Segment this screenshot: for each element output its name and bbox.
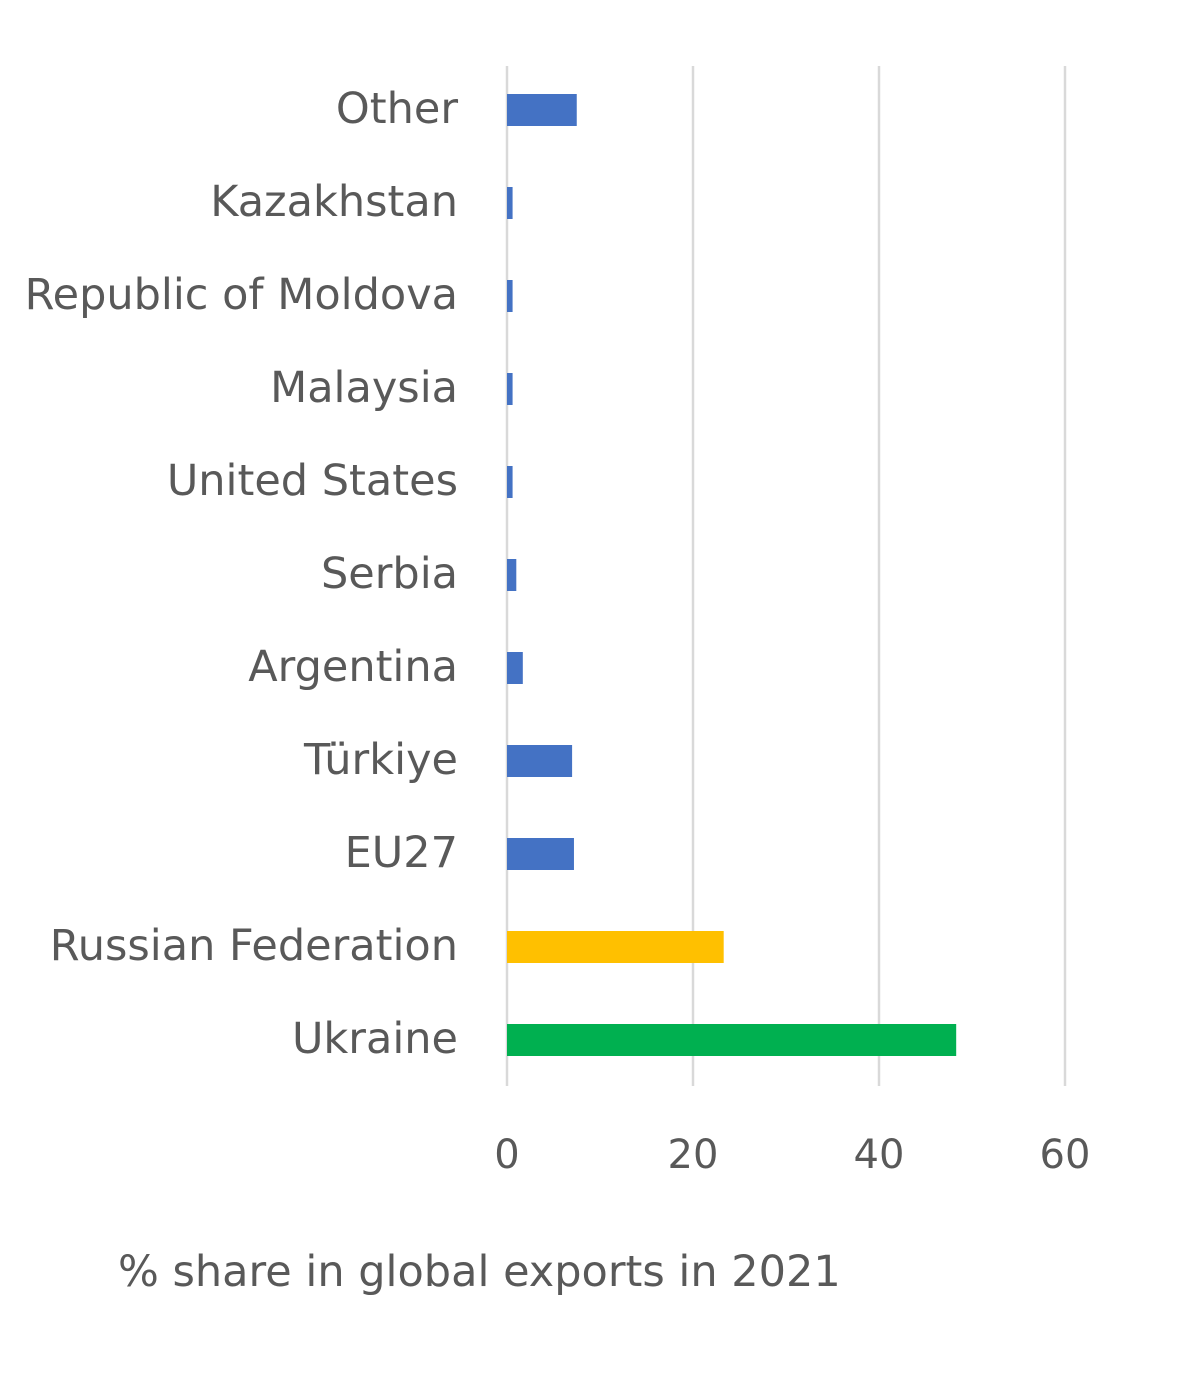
bar-t-rkiye xyxy=(507,745,573,777)
x-axis-title: % share in global exports in 2021 xyxy=(118,1247,841,1297)
x-tick-label-40: 40 xyxy=(854,1132,905,1178)
category-label: Türkiye xyxy=(303,735,458,785)
bar-russian-federation xyxy=(507,931,724,963)
category-label: Kazakhstan xyxy=(210,177,458,227)
category-label: United States xyxy=(167,456,458,506)
category-label: Republic of Moldova xyxy=(25,270,458,320)
category-label: Other xyxy=(336,84,458,134)
x-tick-label-60: 60 xyxy=(1040,1132,1091,1178)
category-label: Argentina xyxy=(248,642,458,692)
category-label: Serbia xyxy=(321,549,458,599)
category-label: Malaysia xyxy=(270,363,458,413)
bar-kazakhstan xyxy=(507,187,513,219)
x-tick-labels: 0 20 40 60 xyxy=(494,1132,1090,1178)
bar-argentina xyxy=(507,652,523,684)
bar-other xyxy=(507,94,577,126)
x-tick-label-0: 0 xyxy=(494,1132,519,1178)
category-label: Russian Federation xyxy=(50,921,458,971)
category-label: EU27 xyxy=(345,828,458,878)
category-label: Ukraine xyxy=(292,1014,458,1064)
bar-united-states xyxy=(507,466,513,498)
bar-serbia xyxy=(507,559,517,591)
category-labels: Other Kazakhstan Republic of Moldova Malays… xyxy=(25,84,459,1064)
bar-malaysia xyxy=(507,373,513,405)
bar-eu27 xyxy=(507,838,574,870)
bars xyxy=(507,94,957,1056)
bar-ukraine xyxy=(507,1024,957,1056)
bar-republic-of-moldova xyxy=(507,280,513,312)
x-tick-label-20: 20 xyxy=(668,1132,719,1178)
